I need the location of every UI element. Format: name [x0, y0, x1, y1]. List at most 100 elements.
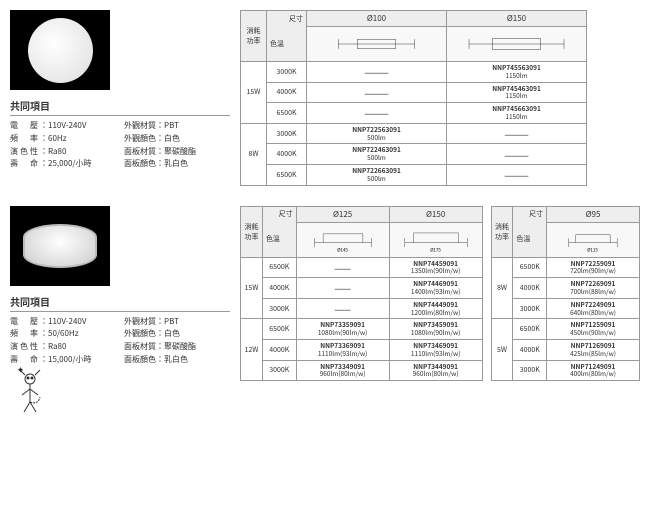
empty-cell: ——— [447, 164, 587, 185]
spec-list-2: 電 壓：110V-240V 外觀材質：PBT 頻 率：50/60Hz 外觀顏色：… [10, 316, 230, 367]
cct-cell: 4000K [513, 278, 547, 299]
empty-cell: —— [296, 257, 389, 278]
spec-freq: 頻 率：60Hz [10, 133, 116, 146]
hdr-cct: 色溫 [267, 27, 307, 62]
product-cell: NNP73449091960lm(80lm/w) [389, 360, 482, 381]
product-cell: NNP744590911350lm(90lm/w) [389, 257, 482, 278]
product-cell: NNP71249091400lm(80lm/w) [547, 360, 640, 381]
svg-text:✦: ✦ [18, 367, 23, 374]
common-specs-title-2: 共同項目 [10, 294, 230, 312]
spec-cri: 演色性：Ra80 [10, 146, 116, 159]
product-cell: NNP734690911110lm(93lm/w) [389, 339, 482, 360]
diagram-150b: Ø175 [389, 222, 482, 257]
spec-list-1: 電 壓：110V-240V 外觀材質：PBT 頻 率：60Hz 外觀顏色：白色 … [10, 120, 230, 171]
table-row: 8W3000KNNP722563091500lm——— [241, 123, 587, 144]
cct-cell: 4000K [267, 82, 307, 103]
empty-cell: —— [296, 298, 389, 319]
product-cell: NNP744490911200lm(80lm/w) [389, 298, 482, 319]
cct-cell: 4000K [262, 339, 296, 360]
hdr-d150: Ø150 [447, 11, 587, 27]
cct-cell: 6500K [262, 319, 296, 340]
svg-text:Ø175: Ø175 [430, 246, 441, 253]
diagram-100 [307, 27, 447, 62]
product-cell: NNP733590911080lm(90lm/w) [296, 319, 389, 340]
cct-cell: 3000K [513, 360, 547, 381]
wattage-cell: 5W [491, 319, 513, 381]
product-image-round [10, 10, 110, 90]
empty-cell: ——— [447, 144, 587, 165]
product-cell: NNP722663091500lm [307, 164, 447, 185]
table-row: 4000KNNP71269091425lm(85lm/w) [491, 339, 639, 360]
spec-voltage: 電 壓：110V-240V [10, 120, 116, 133]
table-row: 12W6500KNNP733590911080lm(90lm/w)NNP7345… [241, 319, 483, 340]
wattage-cell: 8W [491, 257, 513, 319]
spec-table-1: 消耗 功率 尺寸 Ø100 Ø150 色溫 15W3000K———NNP7455… [240, 10, 587, 186]
left-column-2: 共同項目 電 壓：110V-240V 外觀材質：PBT 頻 率：50/60Hz … [10, 206, 230, 417]
hdr-power: 消耗 功率 [241, 11, 267, 62]
empty-cell: ——— [447, 123, 587, 144]
product-cell: NNP7455630911150lm [447, 62, 587, 83]
table-row: 6500KNNP722663091500lm——— [241, 164, 587, 185]
cct-cell: 3000K [513, 298, 547, 319]
table2a-body: 15W6500K——NNP744590911350lm(90lm/w)4000K… [241, 257, 483, 381]
table-row: 3000KNNP73349091960lm(80lm/w)NNP73449091… [241, 360, 483, 381]
cct-cell: 4000K [513, 339, 547, 360]
product-cell: NNP722563091500lm [307, 123, 447, 144]
diagram-95: Ø115 [547, 222, 640, 257]
diagram-150 [447, 27, 587, 62]
table-row: 6500K———NNP7456630911150lm [241, 103, 587, 124]
table-row: 4000KNNP733690911110lm(93lm/w)NNP7346909… [241, 339, 483, 360]
section-2: 共同項目 電 壓：110V-240V 外觀材質：PBT 頻 率：50/60Hz … [10, 206, 640, 417]
hdr-d100: Ø100 [307, 11, 447, 27]
empty-cell: ——— [307, 103, 447, 124]
cct-cell: 4000K [262, 278, 296, 299]
spec-col-ext: 外觀顏色：白色 [124, 133, 230, 146]
spec-mat-ext: 外觀材質：PBT [124, 120, 230, 133]
product-cell: NNP72259091720lm(90lm/w) [547, 257, 640, 278]
wattage-cell: 12W [241, 319, 263, 381]
product-cell: NNP71259091450lm(90lm/w) [547, 319, 640, 340]
common-specs-title: 共同項目 [10, 98, 230, 116]
cct-cell: 6500K [267, 103, 307, 124]
table-row: 15W6500K——NNP744590911350lm(90lm/w) [241, 257, 483, 278]
spec-table-2b: 消耗 功率 尺寸 Ø95 色溫 Ø115 8W6500KNNP722590917… [491, 206, 640, 382]
diagram-125: Ø145 [296, 222, 389, 257]
cct-cell: 3000K [262, 298, 296, 319]
mascot-icon: ✦ [10, 367, 50, 417]
cct-cell: 6500K [513, 257, 547, 278]
cct-cell: 3000K [267, 123, 307, 144]
product-cell: NNP72249091640lm(80lm/w) [547, 298, 640, 319]
spec-mat-panel: 面板材質：聚碳酸酯 [124, 146, 230, 159]
table-row: 8W6500KNNP72259091720lm(90lm/w) [491, 257, 639, 278]
table-row: 4000K——NNP744690911400lm(93lm/w) [241, 278, 483, 299]
product-cell: NNP71269091425lm(85lm/w) [547, 339, 640, 360]
table-row: 3000KNNP71249091400lm(80lm/w) [491, 360, 639, 381]
svg-text:Ø115: Ø115 [587, 246, 598, 253]
wattage-cell: 15W [241, 62, 267, 124]
wattage-cell: 8W [241, 123, 267, 185]
right-column-1: 消耗 功率 尺寸 Ø100 Ø150 色溫 15W3000K———NNP7455… [240, 10, 640, 186]
cct-cell: 3000K [267, 62, 307, 83]
table-row: 4000KNNP72269091700lm(88lm/w) [491, 278, 639, 299]
left-column-1: 共同項目 電 壓：110V-240V 外觀材質：PBT 頻 率：60Hz 外觀顏… [10, 10, 230, 171]
product-cell: NNP722463091500lm [307, 144, 447, 165]
table-row: 15W3000K———NNP7455630911150lm [241, 62, 587, 83]
product-cell: NNP7456630911150lm [447, 103, 587, 124]
wattage-cell: 15W [241, 257, 263, 319]
empty-cell: —— [296, 278, 389, 299]
section-1: 共同項目 電 壓：110V-240V 外觀材質：PBT 頻 率：60Hz 外觀顏… [10, 10, 640, 186]
cct-cell: 6500K [262, 257, 296, 278]
product-cell: NNP734590911080lm(90lm/w) [389, 319, 482, 340]
cct-cell: 6500K [267, 164, 307, 185]
hdr-size: 尺寸 [267, 11, 307, 27]
table-row: 4000K———NNP7454630911150lm [241, 82, 587, 103]
table-row: 4000KNNP722463091500lm——— [241, 144, 587, 165]
spec-col-panel: 面板顏色：乳白色 [124, 158, 230, 171]
product-cell: NNP73349091960lm(80lm/w) [296, 360, 389, 381]
table1-body: 15W3000K———NNP7455630911150lm4000K———NNP… [241, 62, 587, 186]
svg-text:Ø145: Ø145 [337, 246, 348, 253]
table-row: 5W6500KNNP71259091450lm(90lm/w) [491, 319, 639, 340]
table2b-body: 8W6500KNNP72259091720lm(90lm/w)4000KNNP7… [491, 257, 639, 381]
product-cell: NNP7454630911150lm [447, 82, 587, 103]
product-cell: NNP733690911110lm(93lm/w) [296, 339, 389, 360]
